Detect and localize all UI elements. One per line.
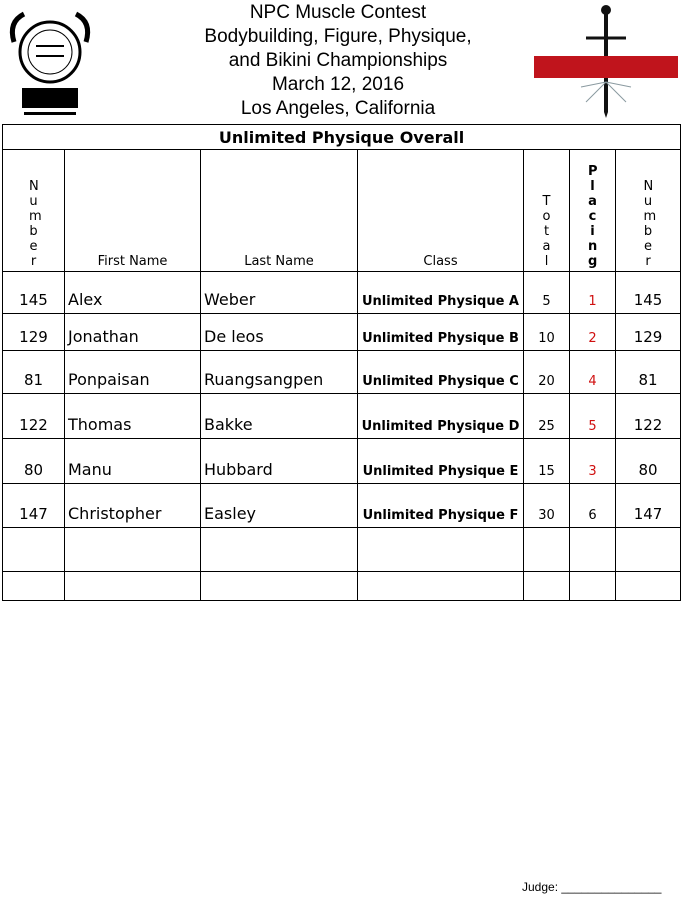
col-number: Number xyxy=(2,149,65,272)
class-name: Unlimited Physique B xyxy=(357,313,524,351)
last-name: Easley xyxy=(200,483,358,528)
judge-signature-line: Judge: _______________ xyxy=(522,880,662,894)
placing xyxy=(569,571,616,601)
class-name: Unlimited Physique A xyxy=(357,271,524,314)
col-first-name: First Name xyxy=(64,149,201,272)
class-name: Unlimited Physique E xyxy=(357,438,524,484)
placing: 5 xyxy=(569,393,616,439)
placing: 3 xyxy=(569,438,616,484)
vertical-header-text: Number xyxy=(29,179,42,269)
table-row: 122 Thomas Bakke Unlimited Physique D 25 5 122 xyxy=(2,393,682,439)
row-number-2: 80 xyxy=(614,438,682,484)
class-name xyxy=(357,527,524,572)
vertical-header-text: Total xyxy=(542,194,551,269)
results-table: Unlimited Physique Overall Number First … xyxy=(1,124,682,601)
placing: 2 xyxy=(569,313,616,351)
row-number-2: 147 xyxy=(614,483,682,528)
first-name: Ponpaisan xyxy=(64,350,201,394)
total-score: 20 xyxy=(523,350,570,394)
total-score: 30 xyxy=(523,483,570,528)
class-name: Unlimited Physique D xyxy=(357,393,524,439)
table-row: 145 Alex Weber Unlimited Physique A 5 1 145 xyxy=(2,271,682,314)
first-name: Thomas xyxy=(64,393,201,439)
placing: 1 xyxy=(569,271,616,314)
event-subtitle: Bodybuilding, Figure, Physique, xyxy=(204,26,472,47)
row-number-2: 122 xyxy=(614,393,682,439)
class-name xyxy=(357,571,524,601)
class-name: Unlimited Physique C xyxy=(357,350,524,394)
placing: 4 xyxy=(569,350,616,394)
row-number: 81 xyxy=(2,350,65,394)
total-score xyxy=(523,571,570,601)
last-name xyxy=(200,571,358,601)
row-number xyxy=(2,527,65,572)
last-name: Hubbard xyxy=(200,438,358,484)
row-number-2 xyxy=(614,527,682,572)
event-location: Los Angeles, California xyxy=(240,98,436,119)
event-title: NPC Muscle Contest xyxy=(249,2,427,23)
last-name: Bakke xyxy=(200,393,358,439)
col-placing: Placing xyxy=(569,149,616,272)
col-total: Total xyxy=(523,149,570,272)
row-number-2: 145 xyxy=(614,271,682,314)
col-number-2: Number xyxy=(614,149,682,272)
table-row: 80 Manu Hubbard Unlimited Physique E 15 3 80 xyxy=(2,438,682,484)
total-score xyxy=(523,527,570,572)
event-subtitle: and Bikini Championships xyxy=(228,50,448,71)
vertical-header-text: Number xyxy=(643,179,657,269)
placing: 6 xyxy=(569,483,616,528)
first-name: Alex xyxy=(64,271,201,314)
division-title: Unlimited Physique Overall xyxy=(1,124,682,150)
total-score: 15 xyxy=(523,438,570,484)
empty-row xyxy=(2,527,682,572)
total-score: 5 xyxy=(523,271,570,314)
last-name: Weber xyxy=(200,271,358,314)
first-name: Jonathan xyxy=(64,313,201,351)
first-name: Manu xyxy=(64,438,201,484)
row-number: 122 xyxy=(2,393,65,439)
class-name: Unlimited Physique F xyxy=(357,483,524,528)
first-name xyxy=(64,527,201,572)
muscle-contest-logo xyxy=(534,5,678,118)
first-name: Christopher xyxy=(64,483,201,528)
row-number: 145 xyxy=(2,271,65,314)
col-last-name: Last Name xyxy=(200,149,358,272)
row-number xyxy=(2,571,65,601)
empty-row xyxy=(2,571,682,601)
row-number: 147 xyxy=(2,483,65,528)
table-row: 81 Ponpaisan Ruangsangpen Unlimited Physiqu… xyxy=(2,350,682,394)
row-number: 129 xyxy=(2,313,65,351)
total-score: 25 xyxy=(523,393,570,439)
last-name: De leos xyxy=(200,313,358,351)
placing xyxy=(569,527,616,572)
npc-usa-logo xyxy=(9,11,91,115)
last-name: Ruangsangpen xyxy=(200,350,358,394)
last-name xyxy=(200,527,358,572)
total-score: 10 xyxy=(523,313,570,351)
event-header: NPC Muscle Contest Bodybuilding, Figure,… xyxy=(150,1,526,121)
vertical-header-text: Placing xyxy=(588,164,598,269)
first-name xyxy=(64,571,201,601)
table-row: 147 Christopher Easley Unlimited Physique F… xyxy=(2,483,682,528)
row-number-2: 81 xyxy=(614,350,682,394)
col-class: Class xyxy=(357,149,524,272)
row-number: 80 xyxy=(2,438,65,484)
event-date: March 12, 2016 xyxy=(271,74,405,95)
table-row: 129 Jonathan De leos Unlimited Physique B 10… xyxy=(2,313,682,351)
row-number-2: 129 xyxy=(614,313,682,351)
row-number-2 xyxy=(614,571,682,601)
